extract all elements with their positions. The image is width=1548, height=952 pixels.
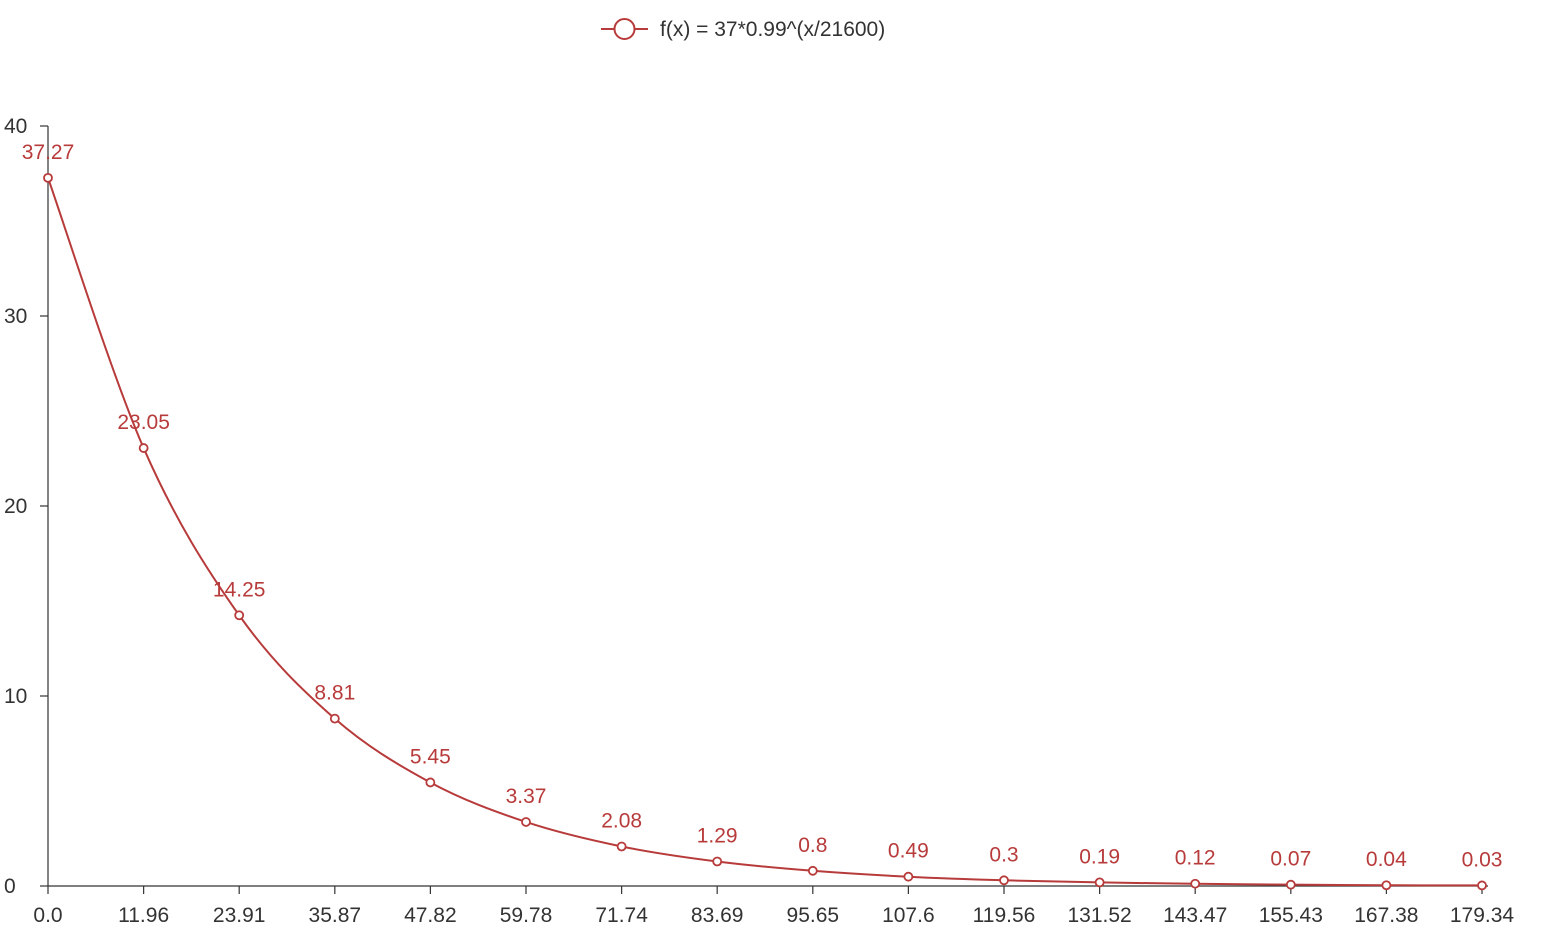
data-point[interactable] — [712, 856, 723, 867]
y-tick-label: 40 — [4, 115, 27, 138]
data-point[interactable] — [1190, 878, 1201, 889]
data-point[interactable] — [521, 817, 531, 827]
x-tick-label: 143.47 — [1163, 904, 1227, 927]
legend-circle-marker — [613, 18, 636, 40]
data-point[interactable] — [1094, 877, 1105, 888]
data-point[interactable] — [329, 713, 340, 724]
data-point[interactable] — [425, 777, 436, 788]
x-tick-label: 59.78 — [500, 904, 553, 927]
data-point[interactable] — [999, 875, 1009, 886]
legend-label: f(x) = 37*0.99^(x/21600) — [660, 18, 885, 41]
x-tick-label: 35.87 — [309, 904, 362, 927]
data-point[interactable] — [807, 865, 818, 876]
x-tick-label: 11.96 — [118, 904, 169, 927]
data-label: 5.45 — [410, 745, 451, 768]
data-point[interactable] — [1381, 880, 1392, 891]
data-label: 0.8 — [798, 834, 827, 857]
x-tick-label: 119.56 — [973, 904, 1036, 927]
data-label: 3.37 — [506, 785, 547, 808]
y-tick-label: 0 — [4, 875, 16, 898]
data-label: 14.25 — [213, 578, 266, 601]
legend[interactable]: f(x) = 37*0.99^(x/21600) — [601, 18, 885, 41]
x-tick-label: 83.69 — [691, 904, 744, 927]
data-label: 0.49 — [888, 840, 929, 863]
data-point[interactable] — [616, 841, 627, 852]
x-tick-label: 167.38 — [1354, 904, 1418, 927]
data-point[interactable] — [1477, 880, 1487, 891]
data-label: 1.29 — [697, 824, 738, 847]
data-label-layer: 37.27 23.05 14.25 8.81 5.45 3.37 2.08 1.29 0.8 0.… — [22, 141, 1503, 872]
data-label: 0.07 — [1270, 848, 1311, 871]
series-line — [47, 177, 1483, 887]
data-label: 8.81 — [314, 682, 355, 705]
x-tick-label: 23.91 — [213, 904, 266, 927]
x-tick-label: 0.0 — [33, 904, 62, 927]
data-label: 0.3 — [989, 843, 1018, 866]
data-label: 23.05 — [117, 411, 170, 434]
data-label: 0.03 — [1462, 848, 1503, 871]
x-tick-label: 95.65 — [787, 904, 840, 927]
data-point[interactable] — [138, 443, 149, 453]
x-tick-label: 179.34 — [1450, 904, 1515, 927]
series-layer — [43, 172, 1487, 891]
data-label: 0.12 — [1175, 847, 1216, 870]
data-label: 0.19 — [1079, 845, 1120, 868]
x-tick-label: 71.74 — [595, 904, 648, 927]
x-tick-label: 47.82 — [404, 904, 457, 927]
data-point[interactable] — [234, 610, 245, 621]
x-tick-label: 155.43 — [1259, 904, 1323, 927]
data-label: 2.08 — [601, 809, 642, 832]
y-axis: 0 10 20 30 40 — [4, 115, 49, 898]
data-point[interactable] — [1285, 879, 1296, 890]
data-label: 0.04 — [1366, 848, 1407, 871]
y-tick-label: 30 — [4, 305, 27, 328]
data-point[interactable] — [43, 172, 53, 183]
data-point[interactable] — [903, 871, 914, 882]
x-axis: 0.0 11.96 23.91 35.87 47.82 59.78 71.74 83.69 95… — [33, 885, 1515, 927]
x-tick-label: 131.52 — [1068, 904, 1132, 927]
data-label: 37.27 — [22, 141, 75, 164]
y-tick-label: 10 — [4, 685, 27, 708]
y-tick-label: 20 — [4, 495, 27, 518]
x-tick-label: 107.6 — [882, 904, 935, 927]
